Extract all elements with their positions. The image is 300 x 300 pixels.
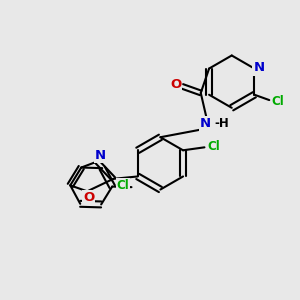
Text: N: N [253, 61, 264, 74]
Text: O: O [83, 191, 94, 204]
Text: -H: -H [214, 117, 229, 130]
Text: Cl: Cl [207, 140, 220, 153]
Text: Cl: Cl [272, 95, 284, 108]
Text: N: N [95, 148, 106, 162]
Text: N: N [200, 117, 211, 130]
Text: Cl: Cl [117, 179, 130, 192]
Text: O: O [170, 77, 182, 91]
